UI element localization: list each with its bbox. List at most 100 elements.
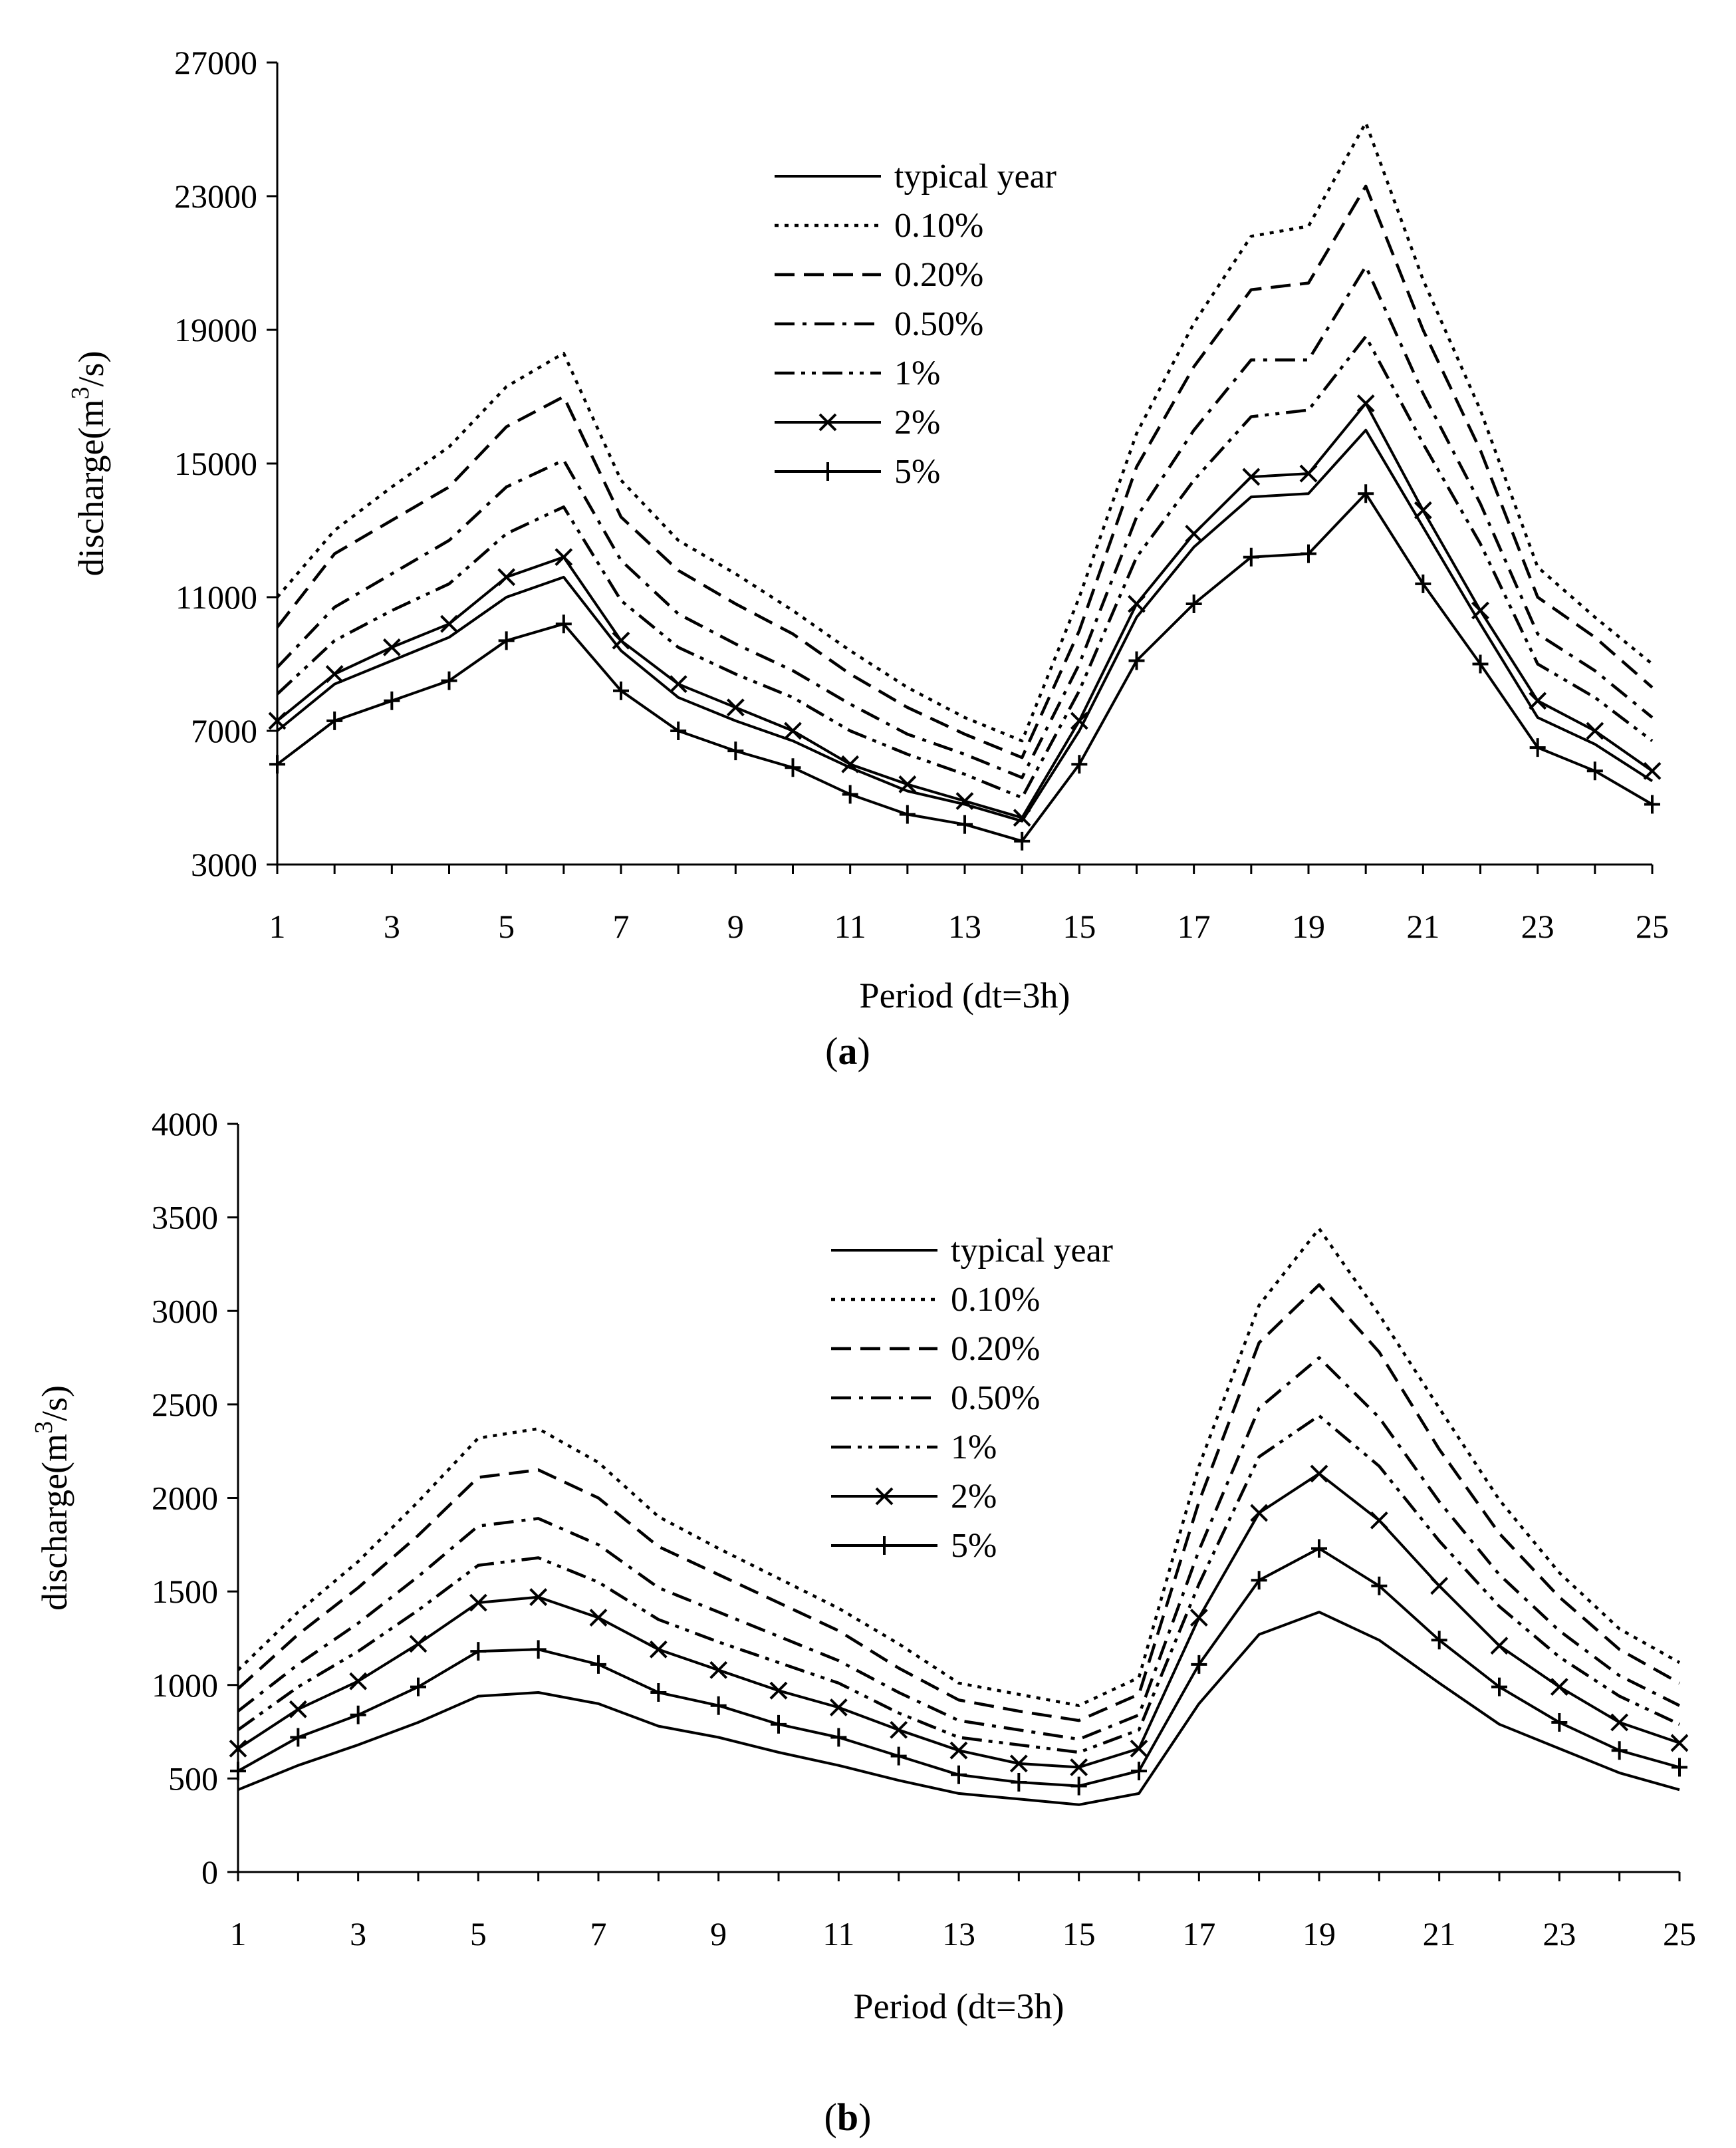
legend-entry: 0.50% — [775, 305, 983, 343]
data-point-marker — [951, 1765, 967, 1784]
series-5- — [269, 484, 1660, 851]
legend-label: 0.20% — [894, 256, 983, 294]
data-point-marker — [269, 755, 285, 774]
data-point-marker — [1128, 651, 1145, 670]
x-tick-label: 3 — [384, 908, 400, 945]
legend-label: 0.50% — [894, 305, 983, 343]
x-tick-label: 1 — [269, 908, 286, 945]
series-line — [237, 1414, 1680, 1754]
data-point-marker — [669, 675, 687, 694]
caption-b: (b) — [824, 2095, 872, 2139]
data-point-marker — [710, 1696, 727, 1715]
data-point-marker — [1185, 595, 1202, 614]
x-tick-label: 7 — [613, 908, 630, 945]
data-point-marker — [1471, 601, 1489, 620]
data-point-marker — [1011, 1773, 1027, 1792]
series-2- — [268, 394, 1662, 827]
y-tick-label: 2000 — [152, 1480, 218, 1517]
data-point-marker — [1310, 1464, 1328, 1483]
x-tick-label: 5 — [498, 908, 515, 945]
legend-entry: 0.20% — [831, 1330, 1040, 1368]
data-point-marker — [229, 1739, 247, 1758]
legend-label: 0.10% — [951, 1281, 1040, 1319]
data-point-marker — [1644, 795, 1660, 814]
data-point-marker — [326, 711, 343, 730]
x-tick-label: 17 — [1178, 908, 1211, 945]
data-point-marker — [1491, 1677, 1507, 1696]
x-tick-label: 15 — [1062, 1915, 1096, 1952]
data-point-marker — [769, 1681, 788, 1700]
y-tick-label: 3000 — [191, 846, 257, 883]
y-tick-label: 27000 — [174, 44, 257, 81]
x-tick-label: 21 — [1423, 1915, 1456, 1952]
data-point-marker — [612, 631, 630, 650]
data-point-marker — [726, 698, 745, 717]
data-point-marker — [830, 1728, 847, 1747]
y-tick-label: 500 — [168, 1760, 218, 1797]
legend-label: typical year — [951, 1232, 1113, 1270]
data-point-marker — [890, 1720, 908, 1739]
data-point-marker — [785, 758, 801, 777]
legend-entry: 0.10% — [775, 207, 983, 245]
data-point-marker — [440, 614, 458, 633]
data-point-marker — [1242, 468, 1261, 486]
data-point-marker — [470, 1642, 487, 1661]
data-point-marker — [949, 1741, 968, 1760]
series-5- — [230, 1539, 1687, 1796]
data-point-marker — [1672, 1758, 1687, 1777]
legend-label: 1% — [951, 1428, 997, 1466]
legend-marker — [818, 413, 837, 432]
legend-label: 2% — [894, 404, 940, 442]
data-point-marker — [497, 568, 516, 587]
data-point-marker — [349, 1672, 368, 1690]
data-point-marker — [1610, 1713, 1629, 1732]
series-line — [237, 1283, 1681, 1722]
data-point-marker — [1529, 738, 1546, 757]
data-point-marker — [613, 681, 629, 700]
series-line — [276, 335, 1654, 799]
data-point-marker — [409, 1635, 428, 1653]
y-tick-label: 7000 — [191, 712, 257, 749]
data-point-marker — [410, 1677, 426, 1696]
data-point-marker — [589, 1609, 608, 1627]
legend-entry: 1% — [775, 354, 940, 392]
x-tick-label: 3 — [350, 1915, 366, 1952]
y-tick-label: 4000 — [152, 1105, 218, 1142]
data-point-marker — [350, 1705, 366, 1724]
y-axis-title-suffix: /s) — [35, 1385, 74, 1421]
x-tick-label: 13 — [948, 908, 981, 945]
series-typical-year — [276, 428, 1654, 823]
x-tick-label: 11 — [834, 908, 866, 945]
legend-label: 0.20% — [951, 1330, 1040, 1368]
data-point-marker — [890, 1746, 907, 1766]
x-tick-label: 7 — [590, 1915, 607, 1952]
x-tick-label: 25 — [1636, 908, 1669, 945]
legend-entry: typical year — [831, 1232, 1113, 1270]
data-point-marker — [1371, 1576, 1388, 1595]
data-point-marker — [955, 792, 974, 810]
legend-label: 5% — [951, 1527, 997, 1565]
data-point-marker — [268, 712, 287, 730]
data-point-marker — [842, 785, 858, 804]
data-point-marker — [590, 1655, 606, 1674]
data-point-marker — [1250, 1504, 1269, 1522]
data-point-marker — [1490, 1637, 1509, 1655]
data-point-marker — [1070, 1776, 1087, 1796]
y-tick-label: 1000 — [152, 1667, 218, 1704]
data-point-marker — [1611, 1741, 1628, 1760]
data-point-marker — [1356, 394, 1375, 412]
x-tick-label: 23 — [1543, 1915, 1576, 1952]
x-tick-label: 15 — [1062, 908, 1096, 945]
data-point-marker — [1070, 1758, 1088, 1776]
data-point-marker — [1189, 1609, 1208, 1627]
legend-marker — [820, 462, 836, 481]
data-point-marker — [1301, 544, 1316, 563]
data-point-marker — [529, 1588, 548, 1606]
data-point-marker — [384, 691, 400, 710]
data-point-marker — [1185, 525, 1203, 543]
y-tick-label: 3000 — [152, 1292, 218, 1329]
x-tick-label: 11 — [822, 1915, 854, 1952]
series-1- — [276, 335, 1654, 799]
